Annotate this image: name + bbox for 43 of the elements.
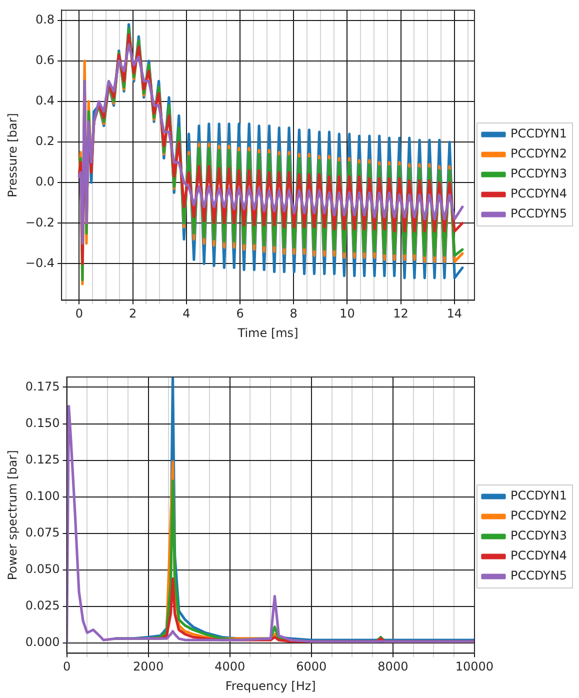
x-tick-label: 0 [75,306,84,321]
y-tick-label: 0.8 [35,12,55,26]
legend-label: PCCDYN3 [510,166,568,181]
legend-label: PCCDYN5 [510,568,568,583]
legend-label: PCCDYN1 [510,126,568,141]
y-tick-label: 0.075 [25,525,60,540]
x-tick-label: 10000 [455,660,494,674]
legend-label: PCCDYN4 [510,548,568,563]
x-tick-label: 4000 [214,660,246,674]
y-tick-label: 0.125 [25,452,60,466]
x-tick-label: 2000 [133,660,164,674]
x-tick-label: 0 [62,660,71,674]
legend-label: PCCDYN5 [510,206,568,221]
x-tick-label: 14 [446,306,462,321]
y-tick-label: 0.150 [25,416,60,430]
y-axis-title: Power spectrum [bar] [5,450,20,580]
y-tick-label: 0.175 [25,379,60,394]
legend-label: PCCDYN1 [510,488,568,503]
x-tick-label: 10 [340,306,355,321]
x-axis-title: Time [ms] [236,326,298,340]
y-tick-label: 0.2 [35,134,55,148]
x-tick-label: 4 [182,306,190,321]
y-axis-title: Pressure [bar] [5,113,20,198]
legend-label: PCCDYN2 [510,508,568,523]
legend-label: PCCDYN3 [510,528,568,543]
x-tick-label: 2 [129,306,137,321]
y-tick-label: −0.2 [25,215,55,230]
y-tick-label: 0.0 [35,174,55,189]
legend-label: PCCDYN4 [510,186,568,201]
x-tick-label: 6 [236,306,244,321]
y-tick-label: 0.000 [25,635,60,650]
y-tick-label: 0.6 [35,53,55,68]
x-tick-label: 8 [290,306,298,321]
y-tick-label: 0.050 [25,562,60,576]
y-tick-label: 0.100 [25,488,60,503]
x-axis-title: Frequency [Hz] [225,678,316,693]
x-tick-label: 6000 [296,660,327,674]
y-tick-label: 0.025 [25,598,60,613]
y-tick-label: 0.4 [35,94,55,108]
x-tick-label: 12 [393,306,408,321]
x-tick-label: 8000 [378,660,408,674]
legend-label: PCCDYN2 [510,146,568,161]
y-tick-label: −0.4 [25,256,55,270]
